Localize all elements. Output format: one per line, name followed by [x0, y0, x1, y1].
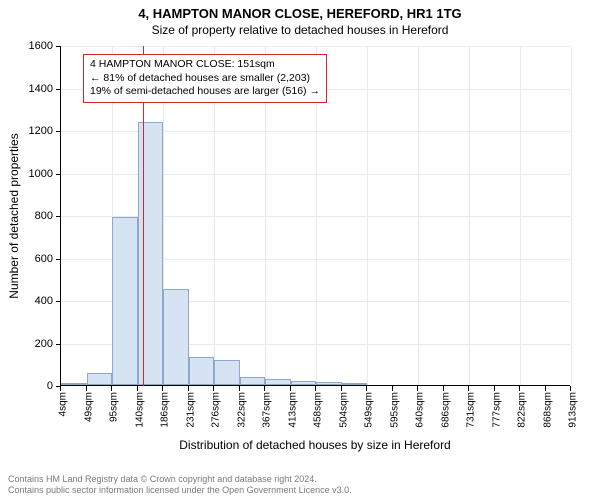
x-tick-label: 458sqm [313, 392, 324, 428]
x-tick-label: 595sqm [389, 392, 400, 428]
x-tick-label: 322sqm [236, 392, 247, 428]
histogram-bar [163, 289, 189, 385]
x-tick-label: 640sqm [415, 392, 426, 428]
histogram-bar [87, 373, 113, 385]
x-tick-label: 276sqm [211, 392, 222, 428]
x-tick-label: 868sqm [542, 392, 553, 428]
histogram-bar [342, 383, 368, 385]
footer-line: Contains HM Land Registry data © Crown c… [8, 474, 352, 485]
annotation-line: 19% of semi-detached houses are larger (… [90, 85, 320, 99]
x-axis-label: Distribution of detached houses by size … [60, 438, 570, 452]
histogram-plot: 02004006008001000120014001600 4 HAMPTON … [60, 46, 570, 386]
y-tick-label: 200 [13, 338, 53, 350]
x-tick-label: 4sqm [58, 392, 69, 416]
histogram-bar [214, 360, 240, 386]
x-tick-label: 95sqm [109, 392, 120, 422]
page-title: 4, HAMPTON MANOR CLOSE, HEREFORD, HR1 1T… [0, 6, 600, 21]
y-tick-label: 600 [13, 253, 53, 265]
histogram-bar [240, 377, 266, 386]
chart-area: Number of detached properties 0200400600… [60, 46, 570, 416]
annotation-line: ← 81% of detached houses are smaller (2,… [90, 72, 320, 86]
y-tick-label: 1000 [13, 168, 53, 180]
x-tick-label: 186sqm [160, 392, 171, 428]
y-tick-label: 800 [13, 210, 53, 222]
y-tick-label: 0 [13, 380, 53, 392]
x-tick-label: 413sqm [287, 392, 298, 428]
x-tick-label: 49sqm [83, 392, 94, 422]
y-tick-label: 400 [13, 295, 53, 307]
histogram-bar [138, 122, 164, 386]
histogram-bar [265, 379, 291, 385]
histogram-bar [61, 383, 87, 385]
histogram-bar [316, 382, 342, 385]
footer-attribution: Contains HM Land Registry data © Crown c… [8, 474, 352, 497]
x-tick-label: 367sqm [262, 392, 273, 428]
page-subtitle: Size of property relative to detached ho… [0, 23, 600, 37]
x-tick-label: 913sqm [568, 392, 579, 428]
x-tick-label: 231sqm [185, 392, 196, 428]
x-tick-label: 686sqm [440, 392, 451, 428]
annotation-line: 4 HAMPTON MANOR CLOSE: 151sqm [90, 58, 320, 72]
x-tick-label: 822sqm [517, 392, 528, 428]
y-tick-label: 1600 [13, 40, 53, 52]
y-tick-label: 1400 [13, 83, 53, 95]
y-tick-label: 1200 [13, 125, 53, 137]
annotation-box: 4 HAMPTON MANOR CLOSE: 151sqm ← 81% of d… [83, 54, 327, 103]
histogram-bar [291, 381, 317, 385]
footer-line: Contains public sector information licen… [8, 485, 352, 496]
histogram-bar [112, 217, 138, 385]
x-tick-label: 731sqm [466, 392, 477, 428]
x-tick-label: 777sqm [491, 392, 502, 428]
x-tick-label: 504sqm [338, 392, 349, 428]
histogram-bar [189, 357, 215, 385]
x-tick-label: 140sqm [134, 392, 145, 428]
x-tick-label: 549sqm [364, 392, 375, 428]
